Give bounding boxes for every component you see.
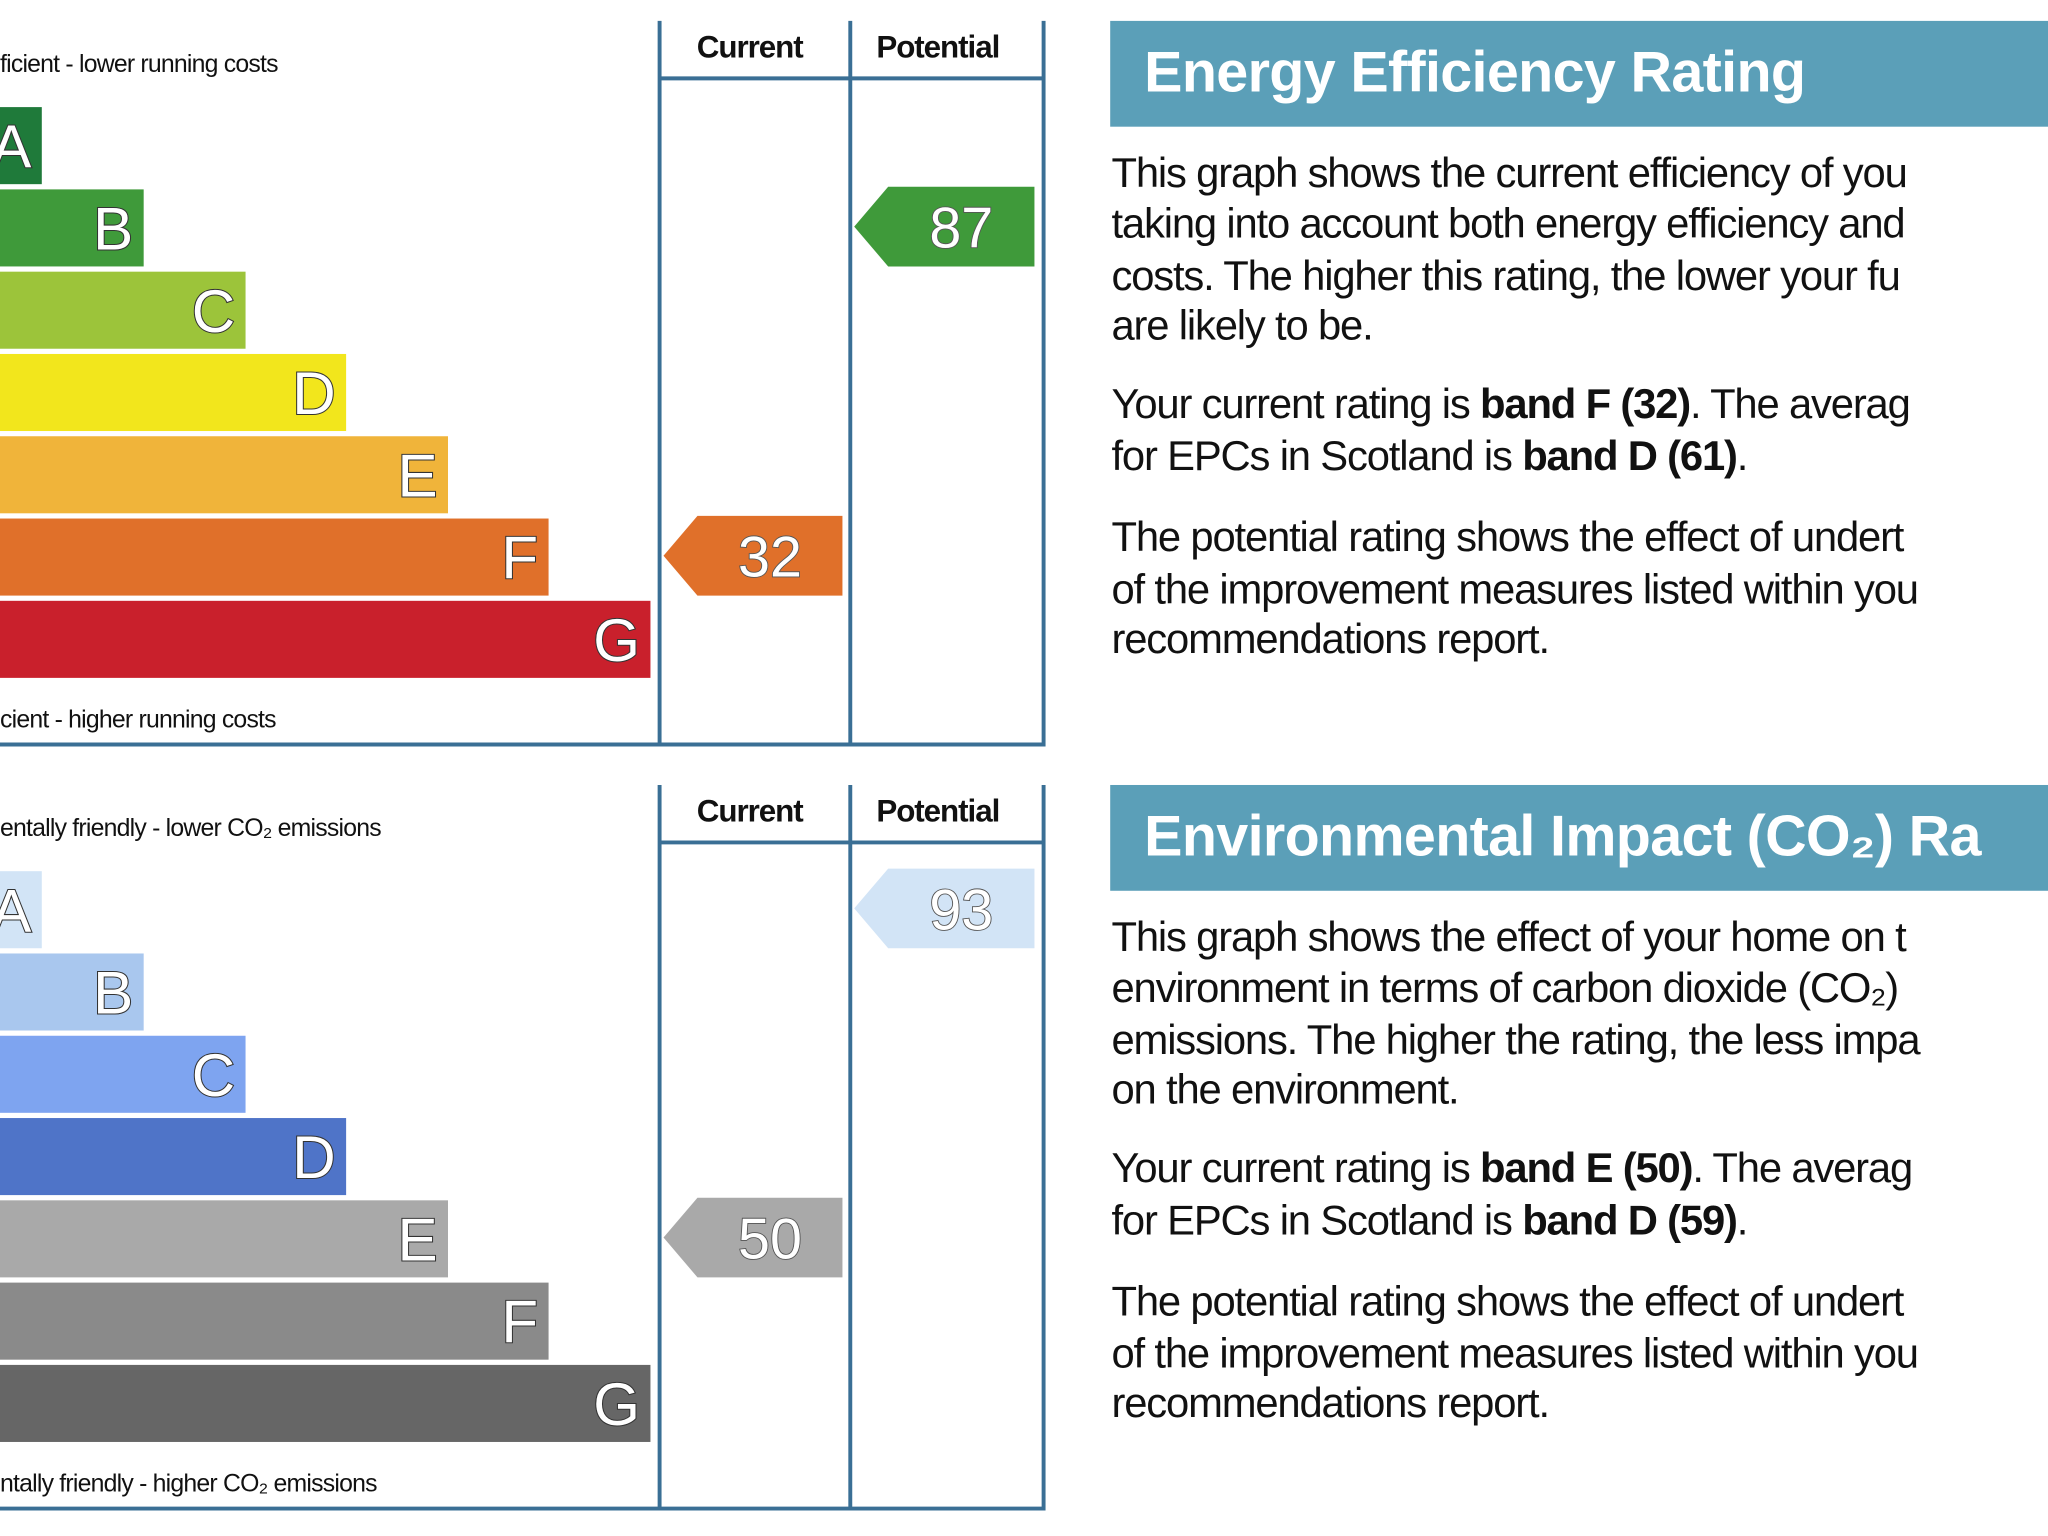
text-run: The potential rating shows the effect of… bbox=[1112, 1277, 1905, 1324]
text-run: on the environment. bbox=[1112, 1066, 1459, 1113]
paragraph-line: recommendations report. bbox=[1112, 1379, 1549, 1426]
text-run: band E (50) bbox=[1480, 1144, 1692, 1191]
paragraph-line: environment in terms of carbon dioxide (… bbox=[1112, 964, 1899, 1011]
band-letter: F bbox=[501, 1289, 538, 1356]
text-run: for EPCs in Scotland is bbox=[1112, 432, 1523, 479]
rating-panel: ficient - lower running costs cient - hig… bbox=[0, 20, 2048, 747]
paragraph-line: costs. The higher this rating, the lower… bbox=[1112, 252, 1900, 299]
band-bar bbox=[0, 1200, 448, 1278]
text-run: taking into account both energy efficien… bbox=[1112, 200, 1905, 247]
band-bar bbox=[0, 107, 42, 185]
column-header: Potential bbox=[876, 29, 999, 64]
band-bar bbox=[0, 871, 42, 949]
text-run: . The averag bbox=[1692, 1144, 1912, 1191]
band-bar bbox=[0, 189, 144, 267]
rating-value: 50 bbox=[738, 1207, 802, 1271]
paragraph-line: recommendations report. bbox=[1112, 615, 1549, 662]
title-bar bbox=[1110, 784, 2048, 891]
text-run: of the improvement measures listed withi… bbox=[1112, 1330, 1918, 1377]
rating-value: 93 bbox=[929, 878, 993, 942]
paragraph-line: of the improvement measures listed withi… bbox=[1112, 1330, 1918, 1377]
scale-top: ficient - lower running costs bbox=[0, 51, 278, 78]
text-run: recommendations report. bbox=[1112, 615, 1549, 662]
text-run: for EPCs in Scotland is bbox=[1112, 1196, 1523, 1243]
band-letter: G bbox=[593, 1371, 640, 1438]
rating-arrow bbox=[663, 515, 843, 596]
band-letter: F bbox=[501, 525, 538, 592]
text-run: environment in terms of carbon dioxide (… bbox=[1112, 964, 1899, 1011]
paragraph-line: Your current rating is band E (50). The … bbox=[1112, 1144, 1913, 1191]
band-letter: C bbox=[192, 278, 235, 345]
paragraph-line: for EPCs in Scotland is band D (61). bbox=[1112, 432, 1748, 479]
text-run: band F (32) bbox=[1480, 380, 1690, 427]
text-run: This graph shows the effect of your home… bbox=[1112, 913, 1908, 960]
band-bar bbox=[0, 1282, 549, 1360]
text-run: Your current rating is bbox=[1112, 1144, 1481, 1191]
frame bbox=[0, 784, 1046, 1511]
text-run: band D (61) bbox=[1522, 432, 1737, 479]
rating-value: 87 bbox=[929, 197, 993, 261]
paragraph-line: are likely to be. bbox=[1112, 302, 1373, 349]
band-bar bbox=[0, 953, 144, 1031]
band-bar bbox=[0, 353, 347, 432]
text-run: . The averag bbox=[1690, 380, 1910, 427]
section-title: Environmental Impact (CO₂) Ra bbox=[1144, 805, 1982, 869]
band-letter: B bbox=[93, 960, 133, 1027]
paragraph-line: of the improvement measures listed withi… bbox=[1112, 565, 1918, 612]
paragraph-line: This graph shows the effect of your home… bbox=[1112, 913, 1908, 960]
band-bar bbox=[0, 271, 246, 349]
text-run: of the improvement measures listed withi… bbox=[1112, 565, 1918, 612]
band-bar bbox=[0, 1118, 347, 1196]
band-bar bbox=[0, 600, 651, 678]
paragraph-line: The potential rating shows the effect of… bbox=[1112, 513, 1905, 560]
text-run: recommendations report. bbox=[1112, 1379, 1549, 1426]
text-run: . bbox=[1737, 432, 1747, 479]
band-letter: D bbox=[292, 360, 335, 427]
band-letter: B bbox=[93, 195, 133, 262]
paragraph-line: for EPCs in Scotland is band D (59). bbox=[1112, 1196, 1748, 1243]
scale-bottom: cient - higher running costs bbox=[0, 707, 276, 734]
scale-top: entally friendly - lower CO₂ emissions bbox=[0, 815, 381, 842]
band-letter: A bbox=[0, 113, 31, 180]
column-header: Potential bbox=[876, 794, 999, 829]
column-header: Current bbox=[697, 29, 804, 64]
band-letter: G bbox=[593, 607, 640, 674]
scale-bottom: ntally friendly - higher CO₂ emissions bbox=[0, 1471, 377, 1498]
title-bar bbox=[1110, 20, 2048, 127]
paragraph-line: on the environment. bbox=[1112, 1066, 1459, 1113]
frame bbox=[0, 20, 1046, 747]
text-run: . bbox=[1737, 1196, 1747, 1243]
rating-arrow bbox=[854, 186, 1035, 267]
band-bar bbox=[0, 436, 448, 514]
rating-panel: entally friendly - lower CO₂ emissions nt… bbox=[0, 784, 2048, 1511]
band-letter: C bbox=[192, 1042, 235, 1109]
paragraph-line: This graph shows the current efficiency … bbox=[1112, 149, 1907, 196]
text-run: emissions. The higher the rating, the le… bbox=[1112, 1016, 1922, 1063]
band-bar bbox=[0, 1364, 651, 1442]
band-letter: A bbox=[0, 877, 31, 944]
column-header: Current bbox=[697, 794, 804, 829]
text-run: Your current rating is bbox=[1112, 380, 1481, 427]
paragraph-line: The potential rating shows the effect of… bbox=[1112, 1277, 1905, 1324]
band-letter: E bbox=[397, 1206, 437, 1273]
band-bar bbox=[0, 1035, 246, 1113]
rating-arrow bbox=[854, 868, 1035, 949]
text-run: band D (59) bbox=[1522, 1196, 1737, 1243]
band-letter: E bbox=[397, 442, 437, 509]
rating-value: 32 bbox=[738, 526, 802, 590]
paragraph-line: Your current rating is band F (32). The … bbox=[1112, 380, 1910, 427]
text-run: are likely to be. bbox=[1112, 302, 1373, 349]
text-run: This graph shows the current efficiency … bbox=[1112, 149, 1907, 196]
text-run: The potential rating shows the effect of… bbox=[1112, 513, 1905, 560]
section-title: Energy Efficiency Rating bbox=[1144, 40, 1805, 104]
paragraph-line: emissions. The higher the rating, the le… bbox=[1112, 1016, 1922, 1063]
text-run: costs. The higher this rating, the lower… bbox=[1112, 252, 1900, 299]
band-letter: D bbox=[292, 1124, 335, 1191]
paragraph-line: taking into account both energy efficien… bbox=[1112, 200, 1905, 247]
rating-arrow bbox=[663, 1197, 843, 1278]
band-bar bbox=[0, 518, 549, 596]
